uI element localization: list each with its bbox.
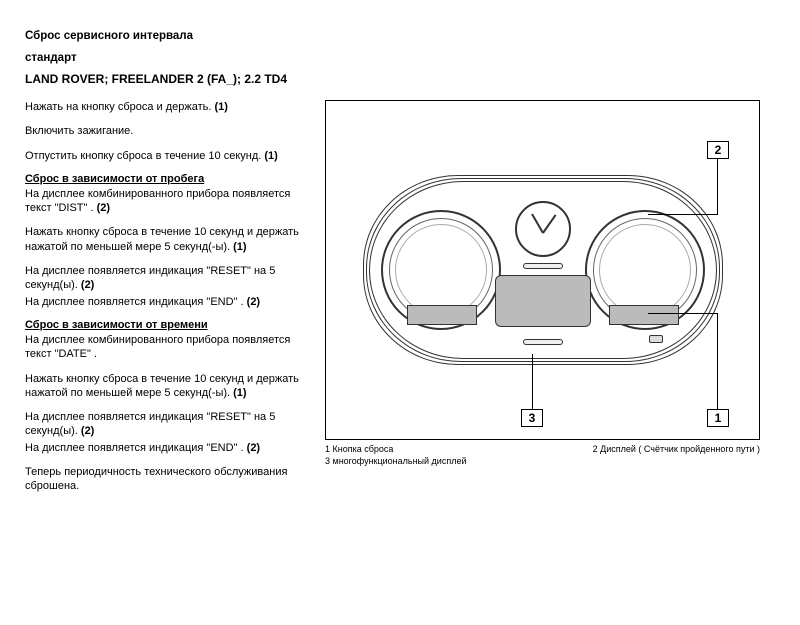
ref: (2) (97, 202, 110, 214)
center-slot-top (523, 263, 563, 269)
ref: (1) (264, 150, 277, 162)
center-mini-gauge (515, 201, 571, 257)
ref: (2) (247, 442, 260, 454)
sec1-p1: На дисплее комбинированного прибора появ… (25, 187, 315, 216)
text: Нажать кнопку сброса в течение 10 секунд… (25, 373, 299, 399)
instructions-column: Нажать на кнопку сброса и держать. (1) В… (25, 100, 315, 504)
text: На дисплее появляется индикация "RESET" … (25, 265, 275, 291)
sec2-p3: На дисплее появляется индикация "RESET" … (25, 410, 315, 439)
lead-line (648, 214, 718, 215)
lead-line (717, 159, 718, 214)
text: На дисплее появляется индикация "END" . (25, 296, 244, 308)
sec1-p2: Нажать кнопку сброса в течение 10 секунд… (25, 225, 315, 254)
document-header: Сброс сервисного интервала стандарт LAND… (25, 30, 775, 86)
figure-frame: 1 2 3 (325, 100, 760, 440)
lead-line (717, 314, 718, 409)
right-lcd-odometer (609, 305, 679, 325)
title-line-3: LAND ROVER; FREELANDER 2 (FA_); 2.2 TD4 (25, 72, 775, 86)
lead-line (532, 354, 533, 409)
callout-2: 2 (707, 141, 729, 159)
sec2-p2: Нажать кнопку сброса в течение 10 секунд… (25, 372, 315, 401)
sec2-p1: На дисплее комбинированного прибора появ… (25, 333, 315, 362)
center-slot-bottom (523, 339, 563, 345)
final-note: Теперь периодичность технического обслуж… (25, 465, 315, 494)
sec2-p4: На дисплее появляется индикация "END" . … (25, 441, 315, 455)
text: На дисплее появляется индикация "RESET" … (25, 411, 275, 437)
step-release: Отпустить кнопку сброса в течение 10 сек… (25, 149, 315, 163)
section-time-title: Сброс в зависимости от времени (25, 319, 315, 331)
callout-3: 3 (521, 409, 543, 427)
title-line-2: стандарт (25, 52, 775, 64)
legend-item-1: 1 Кнопка сброса (325, 444, 393, 456)
ref: (1) (233, 241, 246, 253)
ref: (1) (233, 387, 246, 399)
title-line-1: Сброс сервисного интервала (25, 30, 775, 42)
lead-line (648, 313, 718, 314)
ref: (2) (247, 296, 260, 308)
legend-item-2: 2 Дисплей ( Счётчик пройденного пути ) (593, 444, 760, 456)
ref: (2) (81, 279, 94, 291)
text: На дисплее комбинированного прибора появ… (25, 188, 290, 214)
figure-column: 1 2 3 1 Кнопка сброса 2 Дисплей ( Счётчи… (325, 100, 760, 504)
step-press-hold: Нажать на кнопку сброса и держать. (1) (25, 100, 315, 114)
sec1-p3: На дисплее появляется индикация "RESET" … (25, 264, 315, 293)
figure-legend: 1 Кнопка сброса 2 Дисплей ( Счётчик прой… (325, 444, 760, 467)
multifunction-display (495, 275, 591, 327)
legend-item-3: 3 многофункциональный дисплей (325, 456, 760, 468)
callout-1: 1 (707, 409, 729, 427)
ref: (2) (81, 425, 94, 437)
section-mileage-title: Сброс в зависимости от пробега (25, 173, 315, 185)
text: Нажать на кнопку сброса и держать. (25, 101, 211, 113)
reset-button-icon (649, 335, 663, 343)
text: На дисплее появляется индикация "END" . (25, 442, 244, 454)
ref: (1) (215, 101, 228, 113)
instrument-cluster (363, 175, 723, 365)
text: Нажать кнопку сброса в течение 10 секунд… (25, 226, 299, 252)
sec1-p4: На дисплее появляется индикация "END" . … (25, 295, 315, 309)
left-lcd (407, 305, 477, 325)
text: Отпустить кнопку сброса в течение 10 сек… (25, 150, 261, 162)
step-ignition: Включить зажигание. (25, 124, 315, 138)
